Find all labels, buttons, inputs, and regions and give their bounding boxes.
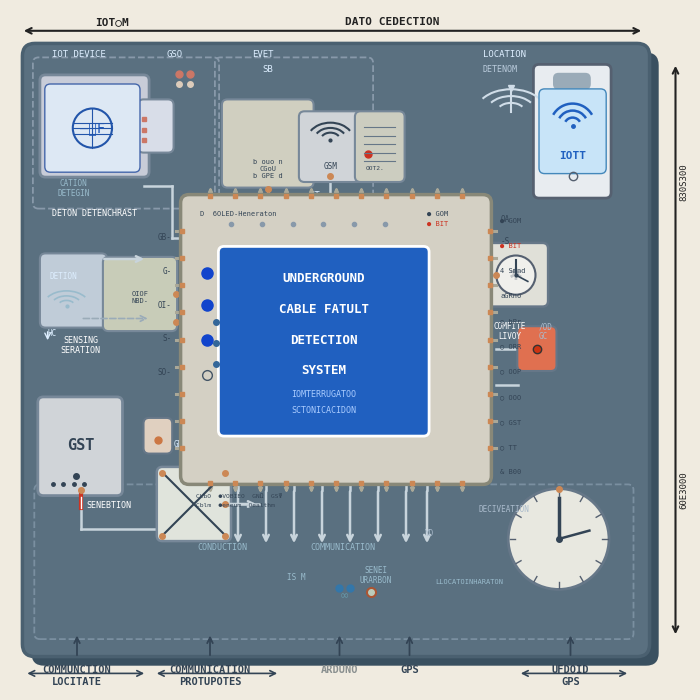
Text: DECIVEATION: DECIVEATION xyxy=(478,505,529,514)
FancyBboxPatch shape xyxy=(218,246,429,436)
Text: ○ ORR: ○ ORR xyxy=(500,344,522,349)
FancyBboxPatch shape xyxy=(45,84,140,172)
Text: EVET: EVET xyxy=(252,50,274,59)
Text: ○ bPr: ○ bPr xyxy=(500,318,522,324)
FancyBboxPatch shape xyxy=(157,467,231,541)
Text: DETON DETENCHRAST: DETON DETENCHRAST xyxy=(52,209,137,218)
FancyBboxPatch shape xyxy=(539,89,606,174)
Circle shape xyxy=(508,489,609,589)
FancyBboxPatch shape xyxy=(553,73,591,90)
Text: OIOF
NBD-: OIOF NBD- xyxy=(132,291,148,304)
Text: DATO CEDECTION: DATO CEDECTION xyxy=(345,18,440,27)
FancyBboxPatch shape xyxy=(517,326,556,371)
Text: SB: SB xyxy=(262,64,273,74)
Text: ST: ST xyxy=(309,190,321,199)
Text: 60E3000: 60E3000 xyxy=(679,471,688,509)
Text: UNDERGROUND: UNDERGROUND xyxy=(283,272,365,285)
Text: SYSTEM: SYSTEM xyxy=(301,365,346,377)
Text: ○ OOO: ○ OOO xyxy=(500,394,522,400)
Text: ○ TT: ○ TT xyxy=(500,444,517,450)
Text: SCTONICACIDON: SCTONICACIDON xyxy=(291,407,356,415)
Text: COMMUNCTION
LOCITATE: COMMUNCTION LOCITATE xyxy=(43,665,111,687)
Text: LLOCATOINHARATON: LLOCATOINHARATON xyxy=(435,580,503,585)
Text: ○ OOP: ○ OOP xyxy=(500,369,522,375)
Text: GSM: GSM xyxy=(323,162,337,171)
Text: G-: G- xyxy=(162,267,172,276)
FancyBboxPatch shape xyxy=(40,253,107,328)
Circle shape xyxy=(496,256,536,295)
Text: IOT DEVICE: IOT DEVICE xyxy=(52,50,106,59)
Text: ● GOM: ● GOM xyxy=(500,218,522,223)
Text: OOT2.: OOT2. xyxy=(365,167,384,172)
Text: CLbO  ●VOBIEO  GNΩ  GSΨ: CLbO ●VOBIEO GNΩ GSΨ xyxy=(196,494,282,498)
Text: GSO: GSO xyxy=(167,50,183,59)
Text: DETION: DETION xyxy=(49,272,77,281)
Text: /OD
GC: /OD GC xyxy=(539,322,553,342)
Text: CATION
DETEGIN: CATION DETEGIN xyxy=(57,178,90,198)
Text: SENEI
URARBON: SENEI URARBON xyxy=(360,566,392,585)
Text: OA: OA xyxy=(500,216,510,224)
Text: SENEBTION: SENEBTION xyxy=(86,501,131,510)
Text: -S: -S xyxy=(500,237,510,246)
Text: –⭘F: –⭘F xyxy=(80,121,105,135)
FancyBboxPatch shape xyxy=(32,52,659,666)
FancyBboxPatch shape xyxy=(144,418,172,454)
Text: SENSING
SERATION: SENSING SERATION xyxy=(60,336,101,356)
Text: YD: YD xyxy=(425,529,435,538)
Text: COMMUNICATION
PROTUPOTES: COMMUNICATION PROTUPOTES xyxy=(169,665,251,687)
Text: S-: S- xyxy=(162,335,172,343)
Text: & B00: & B00 xyxy=(500,470,522,475)
Text: ARDUNO: ARDUNO xyxy=(321,665,358,675)
FancyBboxPatch shape xyxy=(22,43,650,657)
Text: IOTT: IOTT xyxy=(559,151,586,161)
Text: OI-: OI- xyxy=(158,301,172,309)
Text: b ouo n
CGoU
b GPE d: b ouo n CGoU b GPE d xyxy=(253,160,283,179)
FancyBboxPatch shape xyxy=(484,243,548,307)
Text: UFDOID
GPS: UFDOID GPS xyxy=(552,665,589,687)
Text: COMMUNICATION: COMMUNICATION xyxy=(311,543,375,552)
Text: 830S300: 830S300 xyxy=(679,163,688,201)
Text: GB-: GB- xyxy=(158,234,172,242)
Text: LOCATION: LOCATION xyxy=(483,50,526,59)
FancyBboxPatch shape xyxy=(355,111,405,182)
Text: HC: HC xyxy=(48,329,57,338)
FancyBboxPatch shape xyxy=(533,64,611,198)
FancyBboxPatch shape xyxy=(222,99,314,188)
Text: SO-: SO- xyxy=(158,368,172,377)
FancyBboxPatch shape xyxy=(38,397,122,496)
Text: IOMTERRUGATOO: IOMTERRUGATOO xyxy=(291,390,356,398)
Text: GPS: GPS xyxy=(400,665,419,675)
Text: ○ GST: ○ GST xyxy=(500,419,522,425)
Text: CABLE FATULT: CABLE FATULT xyxy=(279,303,369,316)
Text: DETECTION: DETECTION xyxy=(290,334,358,346)
Text: IS M: IS M xyxy=(287,573,305,582)
FancyBboxPatch shape xyxy=(299,111,363,182)
Text: 4 Smnd: 4 Smnd xyxy=(500,268,526,274)
Text: COMFITE
LIVOY: COMFITE LIVOY xyxy=(494,322,526,342)
Text: CONDUCTION: CONDUCTION xyxy=(197,543,248,552)
Text: aGRno: aGRno xyxy=(500,293,522,299)
Text: ● GOM: ● GOM xyxy=(427,211,448,216)
Text: DETENOM: DETENOM xyxy=(483,64,518,74)
FancyBboxPatch shape xyxy=(181,195,491,484)
Text: ✱: ✱ xyxy=(509,266,523,284)
Text: IOT○M: IOT○M xyxy=(95,18,129,27)
Text: D  6OLED-Heneraton: D 6OLED-Heneraton xyxy=(199,211,276,216)
Text: Cblm  ●eneum  Oealthm: Cblm ●eneum Oealthm xyxy=(196,503,274,507)
Text: ● BIT: ● BIT xyxy=(427,221,448,227)
Text: GD: GD xyxy=(174,440,183,449)
Text: GST: GST xyxy=(66,438,94,454)
Text: ● BIT: ● BIT xyxy=(500,243,522,248)
FancyBboxPatch shape xyxy=(40,75,149,177)
FancyBboxPatch shape xyxy=(138,99,174,153)
FancyBboxPatch shape xyxy=(103,257,177,331)
Text: ∞: ∞ xyxy=(340,592,349,601)
Text: HC: HC xyxy=(188,234,197,242)
